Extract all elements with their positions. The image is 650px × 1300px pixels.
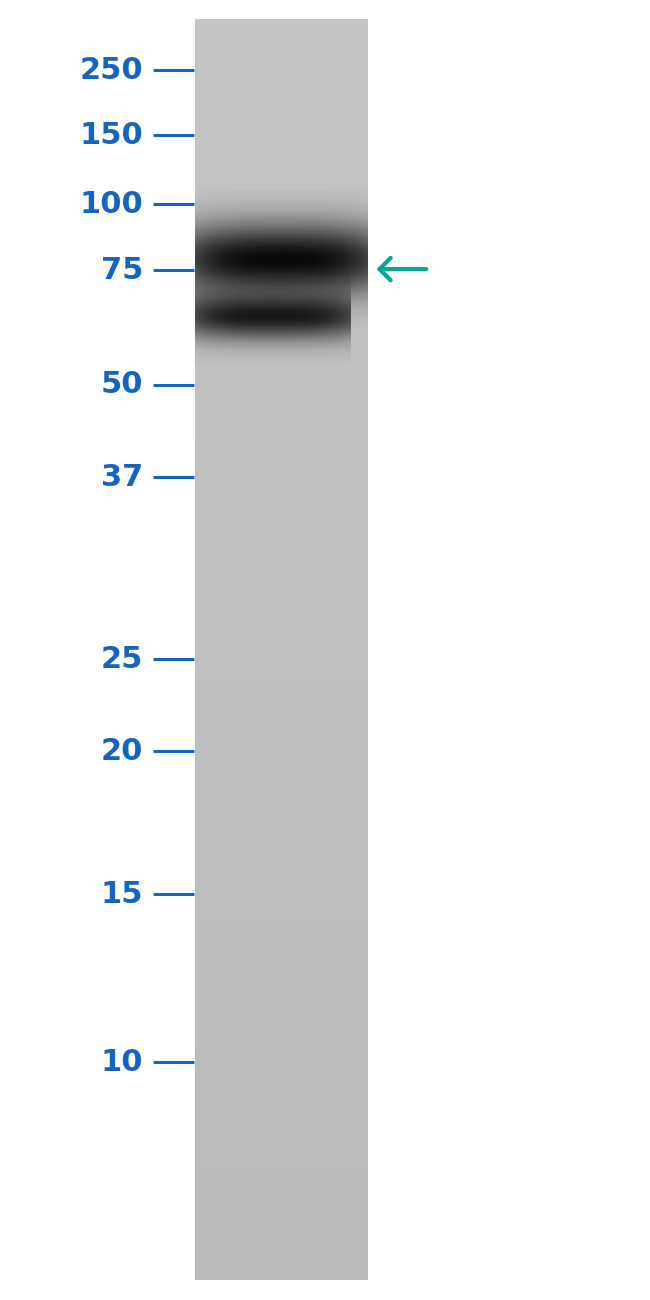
Text: 10: 10: [101, 1048, 143, 1076]
Text: 50: 50: [101, 370, 143, 399]
Text: 250: 250: [79, 56, 143, 84]
Text: 20: 20: [101, 737, 143, 766]
Text: 37: 37: [101, 463, 143, 491]
Text: 75: 75: [101, 256, 143, 285]
Text: 150: 150: [79, 121, 143, 150]
Text: 100: 100: [79, 190, 143, 218]
Text: 25: 25: [101, 645, 143, 673]
Text: 15: 15: [101, 880, 143, 909]
